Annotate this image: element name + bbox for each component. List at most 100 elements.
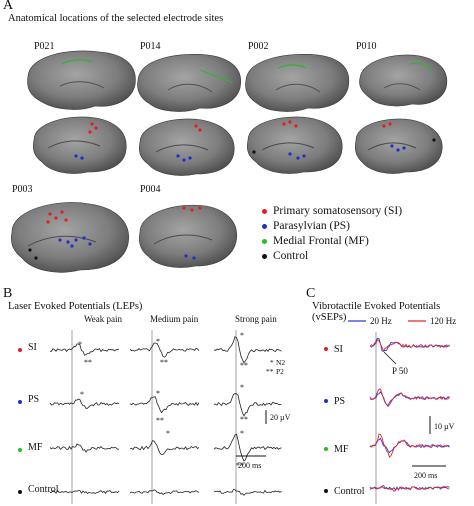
row-label-mf: MF [334, 444, 349, 455]
marker-n2: * [166, 429, 170, 438]
panel-b-letter: B [3, 286, 13, 301]
vsep-amp-scale-label: 10 µV [434, 422, 455, 431]
legend-swatch-ps [262, 223, 267, 229]
vsep-panel: 20 Hz 120 Hz SI PS MF Control P 50 10 µV… [324, 316, 456, 504]
row-label-si: SI [334, 344, 343, 355]
key-p2-label: P2 [276, 367, 284, 376]
lep-trace [129, 440, 200, 456]
vsep-time-scale-label: 200 ms [414, 471, 437, 480]
brain-renderings [11, 50, 448, 273]
lep-onset-lines [71, 330, 237, 504]
row-dot-si [18, 348, 22, 352]
marker-n2: * [156, 337, 160, 346]
lep-waveforms [49, 336, 282, 496]
vsep-waveforms [369, 337, 450, 492]
legend-item-ps: Parasylvian (PS) [262, 220, 350, 232]
lep-marker-key: * N2 ** P2 [266, 358, 285, 376]
panel-b-title: Laser Evoked Potentials (LEPs) [8, 301, 143, 312]
row-dot-ps [18, 400, 22, 404]
lep-trace [49, 398, 120, 409]
legend-item-mf: Medial Frontal (MF) [262, 235, 369, 247]
row-dot-si [324, 347, 328, 351]
legend-label-mf: Medial Frontal (MF) [273, 235, 369, 247]
brain-p010-lateral [354, 118, 443, 174]
patient-label-1: P021 [34, 41, 55, 52]
legend-label-20hz: 20 Hz [370, 316, 392, 326]
legend-label-120hz: 120 Hz [430, 316, 456, 326]
lep-trace [49, 443, 120, 453]
brain-p021-lateral [32, 116, 127, 174]
electrode-dots-control [28, 138, 436, 260]
lep-markers: * ** * ** * ** * * ** * ** * * ** [78, 331, 248, 470]
column-header-weak: Weak pain [84, 314, 123, 324]
patient-label-2: P014 [140, 41, 161, 52]
row-dot-ps [324, 399, 328, 403]
vsep-trace-120hz [369, 484, 450, 492]
lep-trace [129, 396, 200, 414]
marker-p2: ** [240, 415, 248, 424]
panel-a-letter: A [3, 0, 14, 13]
vsep-trace-120hz [369, 338, 450, 353]
legend-swatch-mf [262, 238, 267, 244]
row-dot-mf [324, 447, 328, 451]
lep-trace [129, 489, 200, 496]
brain-p010-medial [359, 54, 448, 107]
vsep-trace-20hz [369, 337, 450, 352]
lep-amp-scale-label: 20 µV [270, 413, 291, 422]
row-label-control: Control [334, 486, 365, 497]
row-dot-control [324, 489, 328, 493]
row-label-ps: PS [334, 396, 345, 407]
patient-label-3: P002 [248, 41, 269, 52]
legend-label-ps: Parasylvian (PS) [273, 220, 350, 232]
marker-n2: * [240, 429, 244, 438]
vsep-trace-120hz [369, 433, 450, 458]
marker-n2: * [80, 390, 84, 399]
brain-p014-lateral [138, 118, 235, 176]
p50-arrow [383, 351, 397, 365]
brain-p004-lateral [138, 204, 238, 268]
row-label-mf: MF [28, 442, 43, 453]
lep-time-scale-label: 200 ms [238, 461, 261, 470]
key-n2-star: * [270, 358, 274, 367]
lep-trace [213, 336, 282, 364]
key-p2-star: ** [266, 367, 274, 376]
row-dot-control [18, 490, 22, 494]
patient-label-5: P003 [12, 184, 33, 195]
lep-traces: * ** * ** * ** * * ** * ** * * ** * N2 *… [49, 330, 291, 504]
marker-p2: ** [84, 358, 92, 367]
marker-n2: * [240, 383, 244, 392]
lep-trace [49, 343, 120, 356]
legend-swatch-si [262, 208, 267, 214]
panel-c-letter: C [306, 286, 316, 301]
lep-trace [213, 488, 282, 496]
legend-item-control: Control [262, 250, 308, 262]
row-dot-mf [18, 448, 22, 452]
row-label-ps: PS [28, 394, 40, 405]
brain-p002-medial [245, 54, 350, 112]
marker-n2: * [156, 389, 160, 398]
brain-p002-lateral [246, 116, 343, 174]
p50-label: P 50 [392, 366, 408, 376]
electrode-dots-si [46, 120, 392, 224]
vsep-trace-120hz [369, 388, 450, 407]
column-header-medium: Medium pain [150, 314, 199, 324]
column-header-strong: Strong pain [235, 314, 277, 324]
legend-label-control: Control [273, 250, 309, 262]
legend-swatch-control [262, 253, 267, 259]
marker-p2: ** [156, 416, 164, 425]
marker-n2: * [78, 340, 82, 349]
patient-label-6: P004 [140, 184, 161, 195]
legend-item-si: Primary somatosensory (SI) [262, 205, 402, 217]
brain-p003-lateral [11, 202, 129, 273]
electrode-dots-ps [58, 144, 406, 260]
marker-n2: * [240, 331, 244, 340]
key-n2-label: N2 [276, 358, 285, 367]
marker-p2: ** [236, 461, 244, 470]
panel-a-title: Anatomical locations of the selected ele… [8, 13, 224, 24]
lep-trace [49, 489, 120, 495]
marker-p2: ** [160, 358, 168, 367]
brain-p014-medial [137, 54, 242, 112]
lep-trace [129, 342, 200, 358]
row-label-control: Control [28, 484, 59, 495]
brain-p021-medial [27, 50, 136, 110]
